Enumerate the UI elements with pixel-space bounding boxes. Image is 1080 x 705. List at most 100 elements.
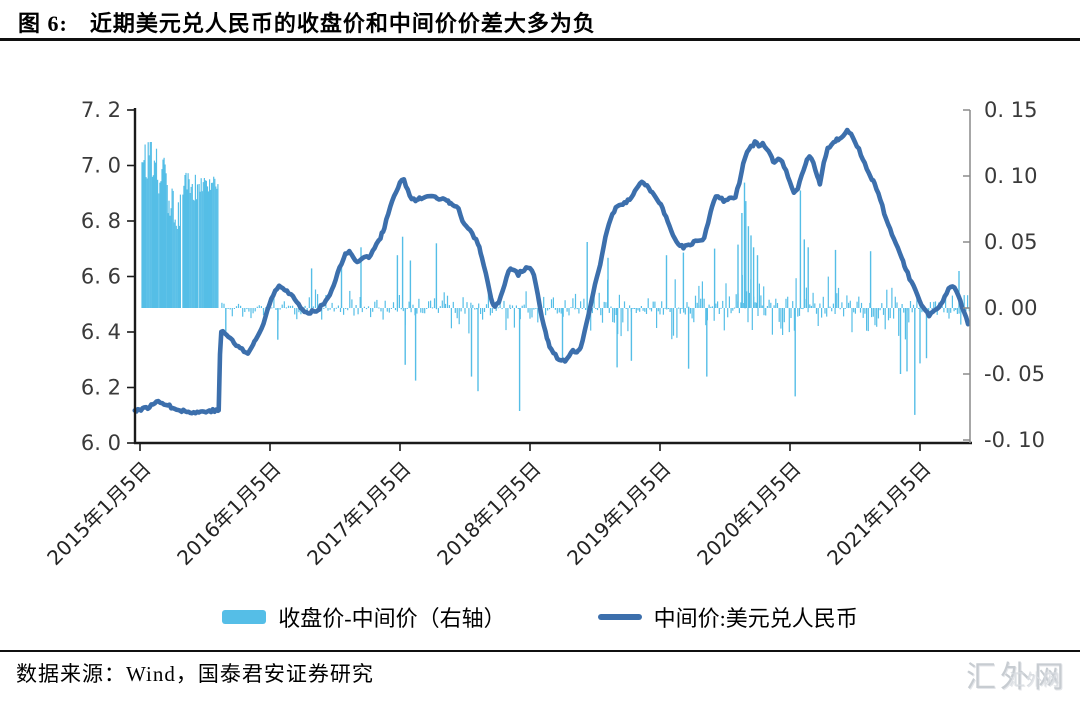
spread-bar-spike [396,255,399,308]
spread-bar [265,307,267,309]
spread-bar [570,307,572,309]
spread-bar [213,176,215,308]
spread-bar [694,295,697,308]
right-axis-tick-label: -0. 05 [984,362,1045,386]
spread-bar [191,184,193,308]
spread-bar [738,308,740,314]
spread-bar [151,176,153,308]
spread-bar [778,308,780,322]
spread-bar [210,189,212,308]
spread-bar [179,194,181,308]
spread-bar [623,301,626,308]
spread-bar [446,295,449,308]
spread-bar [187,173,189,308]
spread-bar [634,308,636,309]
spread-bar [142,162,144,308]
spread-bar [817,308,819,326]
spread-bar [608,308,610,313]
spread-bar [242,308,244,317]
x-axis-tick-label: 2021年1月5日 [822,457,935,570]
spread-bar-spike [756,255,759,308]
watermark-sub-text: 汇外网 [1008,672,1060,689]
spread-bar [335,307,337,309]
spread-bar [177,202,179,308]
spread-bar [529,308,531,319]
footer-divider [0,650,1080,652]
watermark-text: 汇外网 [966,661,1068,694]
spread-bar [211,182,213,308]
spread-bar [472,304,474,308]
spread-bar [600,308,602,316]
spread-bar [157,179,159,308]
spread-bar [287,305,290,308]
spread-bar [147,142,149,308]
spread-bar [203,178,205,308]
spread-bar [887,308,890,321]
spread-bar [785,298,787,308]
spread-bar [872,308,874,317]
spread-bar [671,308,673,340]
spread-bar [285,307,287,309]
chart-legend: 收盘价-中间价（右轴） 中间价:美元兑人民币 [0,601,1080,633]
spread-bar-spike [869,251,872,308]
spread-bar-spike [925,308,928,359]
spread-bar [622,308,624,323]
spread-bar [168,200,170,308]
spread-bar [904,308,906,340]
spread-bar-spike [745,201,747,308]
spread-bar [195,199,197,308]
spread-bar [732,308,734,311]
left-axis-tick-label: 7. 0 [81,154,121,178]
spread-bar [317,294,319,308]
spread-bar [747,308,749,323]
spread-bar [891,287,893,308]
spread-bar [509,308,512,309]
spread-bar-spike [340,263,343,308]
spread-bar [535,308,537,309]
spread-bar [664,307,666,309]
spread-bar [603,301,605,308]
spread-bar [460,308,462,312]
x-axis-tick-label: 2019年1月5日 [562,457,675,570]
spread-bar [521,305,523,308]
spread-bar [578,308,580,314]
spread-bar [235,306,238,308]
watermark: 汇外网 汇外网 [966,652,1068,696]
spread-bar [827,276,829,308]
spread-bar [454,308,456,313]
spread-bar [713,308,715,321]
spread-bar [205,180,207,308]
spread-bar [141,162,143,308]
spread-bar [601,308,604,323]
spread-bar [343,308,345,315]
spread-bar [361,308,363,313]
spread-bar [894,296,896,308]
spread-bar [793,308,795,331]
spread-bar [176,229,178,308]
spread-bar [834,308,836,314]
spread-bar [612,308,614,323]
spread-bar [572,298,574,308]
spread-bar [329,308,331,310]
spread-bar [780,308,782,329]
spread-bar [705,308,707,326]
spread-bar [162,159,164,308]
spread-bar [150,142,152,308]
spread-bar [499,303,501,308]
spread-bar [568,308,570,316]
spread-bar [763,286,765,308]
spread-bar [829,306,831,308]
spread-bar [618,294,620,308]
spread-bar [248,308,250,312]
figure-number: 图 6: [18,11,68,36]
spread-bar [531,308,533,318]
spread-bar [281,304,283,308]
spread-bar [458,308,460,325]
spread-bar [929,302,931,308]
spread-bar [797,308,799,317]
bar-series-swatch [222,610,267,624]
spread-bar [398,295,400,308]
spread-bar [376,299,378,308]
spread-bar [200,178,202,308]
